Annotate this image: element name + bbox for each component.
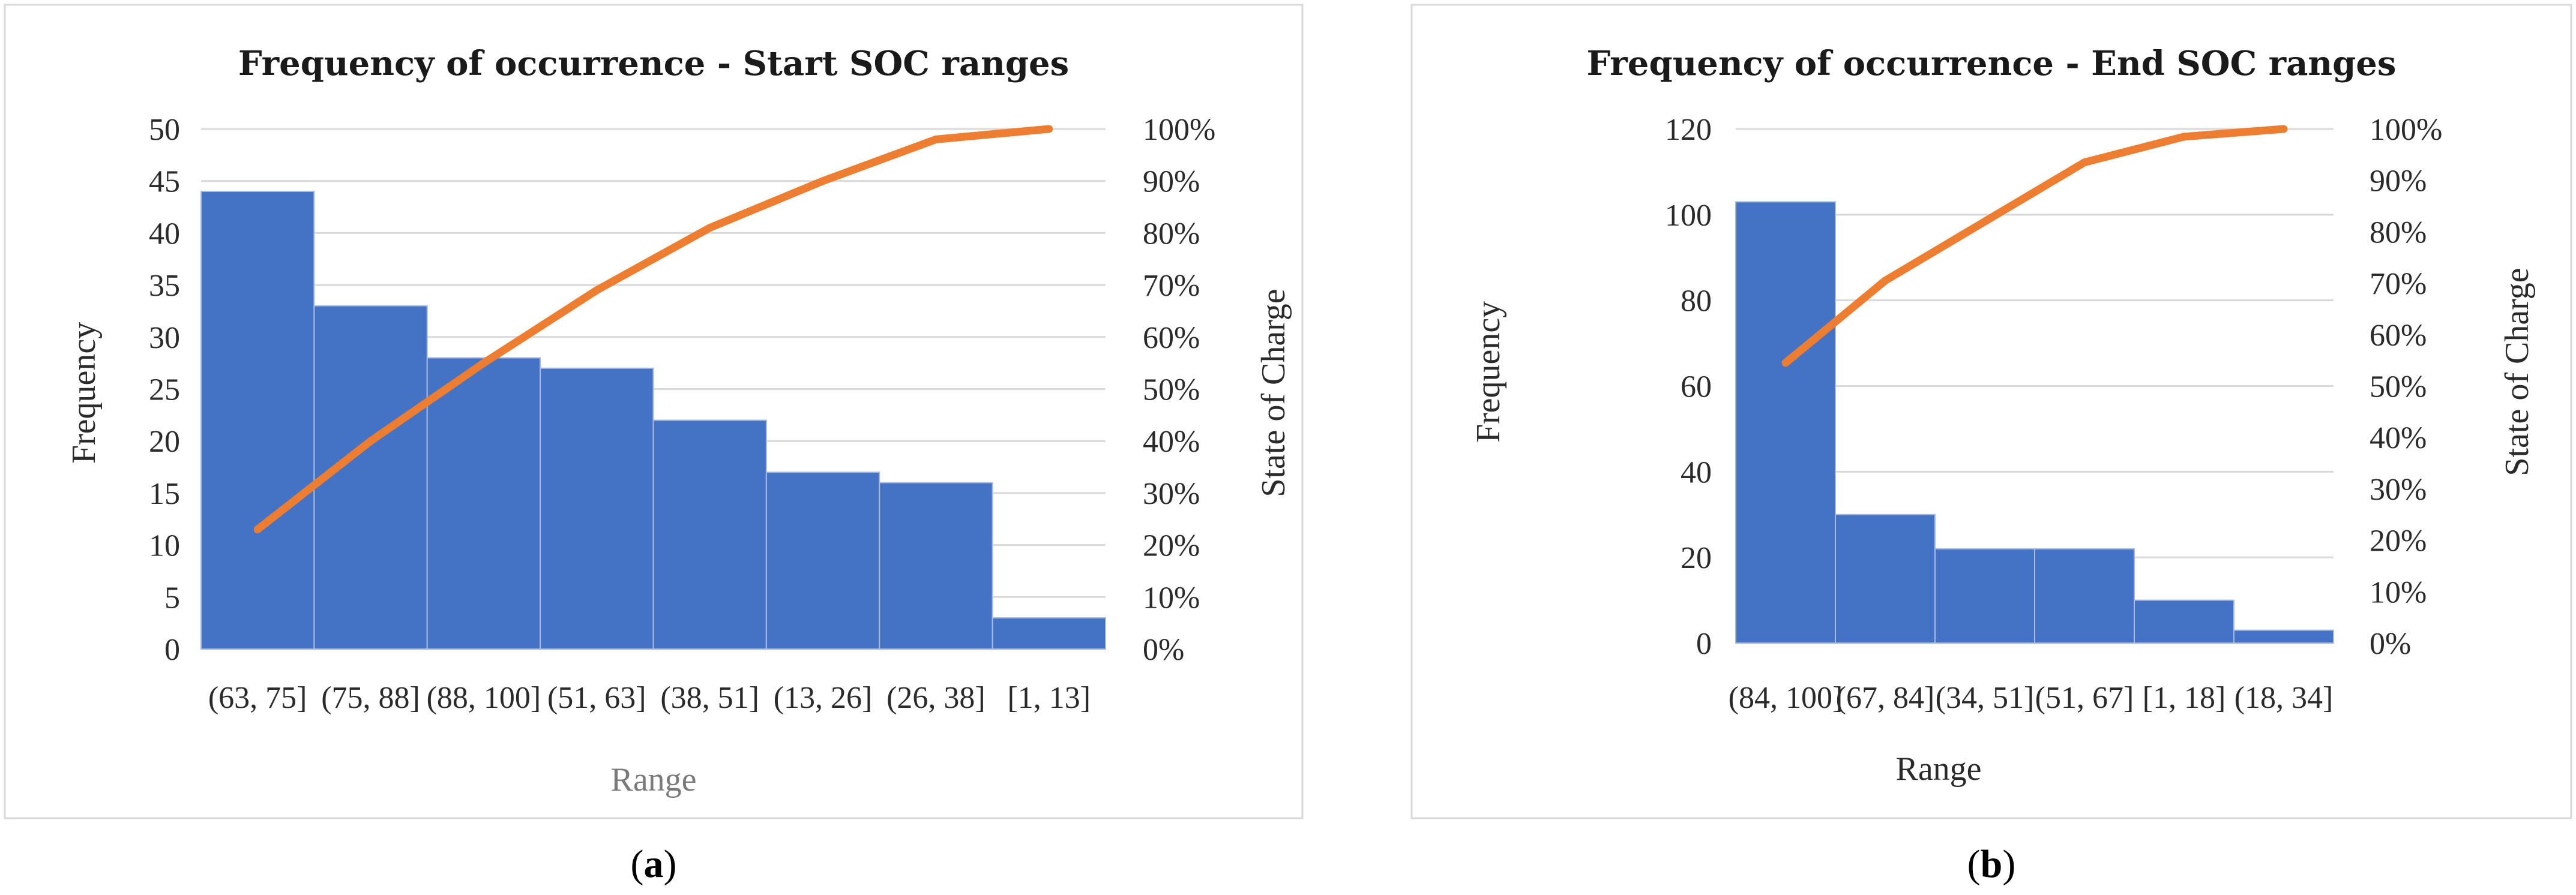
- y2-axis-label: State of Charge: [1255, 289, 1292, 497]
- y-axis-ticks: 0 5 10 15 20 25 30 35 40 45 50: [149, 113, 180, 667]
- y2-tick-label: 50%: [1143, 373, 1200, 407]
- y-tick-label: 25: [149, 373, 180, 407]
- x-tick-label: (26, 38]: [886, 681, 986, 715]
- bar: [1835, 513, 1936, 644]
- x-tick-label: (51, 63]: [547, 681, 646, 715]
- x-axis-label: Range: [610, 761, 696, 798]
- bar: [426, 357, 541, 650]
- cumulative-series-line: [253, 125, 1053, 534]
- y2-tick-label: 100%: [1143, 113, 1215, 147]
- y2-tick-label: 70%: [1143, 269, 1200, 303]
- y-tick-label: 120: [1665, 113, 1712, 147]
- y2-tick-label: 0%: [2370, 627, 2411, 661]
- y-tick-label: 40: [1681, 455, 1712, 489]
- y2-tick-label: 10%: [1143, 581, 1200, 615]
- panel-label-a: (a): [631, 842, 677, 886]
- y-tick-label: 35: [149, 269, 180, 303]
- x-tick-label: [1, 18]: [2143, 681, 2226, 715]
- panel-label-b: (b): [1967, 842, 2016, 886]
- y2-tick-label: 30%: [1143, 477, 1200, 511]
- y-tick-label: 15: [149, 477, 180, 511]
- y2-tick-label: 80%: [1143, 217, 1200, 251]
- y-tick-label: 50: [149, 113, 180, 147]
- bars: [200, 191, 1106, 650]
- x-tick-label: (13, 26]: [774, 681, 873, 715]
- y-tick-label: 0: [164, 633, 180, 667]
- y2-tick-label: 70%: [2370, 267, 2427, 301]
- y2-tick-label: 10%: [2370, 575, 2427, 609]
- y-tick-label: 45: [149, 165, 180, 199]
- y2-tick-label: 50%: [2370, 370, 2427, 404]
- y-tick-label: 60: [1681, 370, 1712, 404]
- x-tick-label: (75, 88]: [321, 681, 420, 715]
- y2-axis-ticks: 0% 10% 20% 30% 40% 50% 60% 70% 80% 90% 100%: [1143, 113, 1215, 667]
- x-tick-label: (88, 100]: [427, 681, 541, 715]
- bar: [652, 419, 767, 650]
- bar: [1735, 201, 1836, 644]
- y-tick-label: 40: [149, 217, 180, 251]
- chart-title: Frequency of occurrence - End SOC ranges: [1587, 44, 2397, 83]
- y-axis-label: Frequency: [1470, 301, 1507, 443]
- x-tick-label: (63, 75]: [208, 681, 307, 715]
- y2-axis-ticks: 0% 10% 20% 30% 40% 50% 60% 70% 80% 90% 100%: [2370, 113, 2442, 661]
- y2-tick-label: 90%: [2370, 164, 2427, 199]
- x-tick-label: (34, 51]: [1936, 681, 2035, 715]
- bar: [1934, 548, 2035, 644]
- cumulative-line: [253, 125, 1053, 534]
- x-tick-label: (51, 67]: [2035, 681, 2134, 715]
- x-tick-label: (18, 34]: [2234, 681, 2334, 715]
- y-axis-ticks: 0 20 40 60 80 100 120: [1665, 113, 1712, 661]
- y2-tick-label: 60%: [2370, 319, 2427, 353]
- bars: [1735, 201, 2334, 644]
- cumulative-series-line: [1781, 125, 2288, 367]
- y2-tick-label: 40%: [2370, 421, 2427, 455]
- y2-tick-label: 0%: [1143, 633, 1184, 667]
- y2-tick-label: 40%: [1143, 425, 1200, 459]
- x-tick-label: (84, 100]: [1729, 681, 1843, 715]
- y2-tick-label: 20%: [1143, 529, 1200, 563]
- chart-panel-end-soc: Frequency of occurrence - End SOC ranges…: [1410, 4, 2572, 819]
- y-tick-label: 20: [149, 425, 180, 459]
- y2-axis-label: State of Charge: [2499, 268, 2536, 476]
- x-tick-label: [1, 13]: [1007, 681, 1091, 715]
- x-axis-label: Range: [1895, 750, 1981, 788]
- y-axis-label: Frequency: [65, 322, 103, 464]
- bar: [879, 482, 993, 650]
- y2-tick-label: 80%: [2370, 215, 2427, 250]
- x-tick-label: (67, 84]: [1836, 681, 1935, 715]
- chart-title: Frequency of occurrence - Start SOC rang…: [238, 44, 1069, 83]
- x-tick-label: (38, 51]: [660, 681, 759, 715]
- bar: [2134, 599, 2234, 644]
- x-axis-ticks: (63, 75] (75, 88] (88, 100] (51, 63] (38, 51…: [208, 681, 1091, 715]
- chart-frame: [1410, 4, 2572, 819]
- y2-tick-label: 60%: [1143, 321, 1200, 355]
- y2-tick-label: 20%: [2370, 524, 2427, 558]
- bar: [200, 191, 315, 650]
- y-tick-label: 0: [1696, 627, 1712, 661]
- chart-panel-start-soc: Frequency of occurrence - Start SOC rang…: [4, 4, 1304, 819]
- y-tick-label: 80: [1681, 284, 1712, 319]
- bar: [2233, 629, 2334, 644]
- y-tick-label: 5: [164, 581, 180, 615]
- y-tick-label: 100: [1665, 199, 1712, 233]
- y2-tick-label: 30%: [2370, 473, 2427, 507]
- y2-tick-label: 100%: [2370, 113, 2442, 147]
- bar: [540, 367, 654, 650]
- y-tick-label: 30: [149, 321, 180, 355]
- y-tick-label: 10: [149, 529, 180, 563]
- x-axis-ticks: (84, 100](67, 84] (34, 51] (51, 67] [1, 18]…: [1729, 681, 2334, 715]
- cumulative-line: [1781, 125, 2288, 367]
- y-tick-label: 20: [1681, 541, 1712, 575]
- bar: [2034, 548, 2135, 644]
- bar: [765, 471, 880, 650]
- y2-tick-label: 90%: [1143, 165, 1200, 199]
- bar: [992, 617, 1106, 650]
- bar: [313, 305, 428, 650]
